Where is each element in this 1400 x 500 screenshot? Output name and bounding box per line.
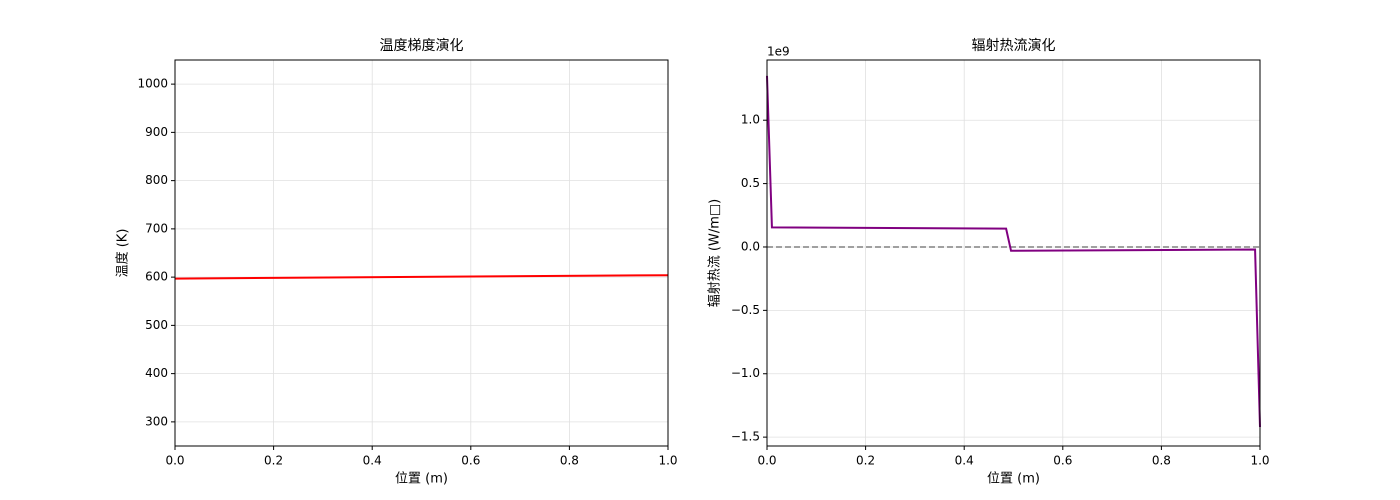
x-tick-label: 0.4: [955, 454, 974, 468]
y-tick-label: 900: [145, 125, 168, 139]
x-axis-label: 位置 (m): [395, 472, 448, 487]
y-tick-label: 1.0: [741, 113, 760, 127]
y-tick-label: 600: [145, 270, 168, 284]
y-tick-label: 400: [145, 366, 168, 380]
x-tick-label: 0.2: [856, 454, 875, 468]
y-tick-label: 700: [145, 221, 168, 235]
x-tick-label: 0.6: [461, 454, 480, 468]
chart-title: 温度梯度演化: [380, 38, 464, 54]
y-tick-label: −0.5: [731, 303, 760, 317]
x-tick-label: 0.4: [363, 454, 382, 468]
axes-frame: [174, 59, 669, 447]
x-tick-label: 1.0: [1250, 454, 1269, 468]
y-tick-label: 0.5: [741, 176, 760, 190]
y-tick-label: 500: [145, 318, 168, 332]
y-axis-label: 温度 (K): [115, 229, 131, 278]
axes-frame: [766, 59, 1261, 447]
x-tick-label: 0.2: [264, 454, 283, 468]
x-tick-label: 0.8: [560, 454, 579, 468]
y-tick-label: −1.5: [731, 430, 760, 444]
x-axis-label: 位置 (m): [987, 472, 1040, 487]
y-tick-label: 300: [145, 414, 168, 428]
y-tick-label: −1.0: [731, 366, 760, 380]
x-tick-label: 0.6: [1053, 454, 1072, 468]
y-tick-label: 1000: [137, 77, 168, 91]
x-tick-label: 0.0: [757, 454, 776, 468]
x-tick-label: 0.0: [165, 454, 184, 468]
axis-offset-label: 1e9: [767, 45, 790, 59]
x-tick-label: 1.0: [658, 454, 677, 468]
data-line: [766, 75, 1261, 428]
y-axis-label: 辐射热流 (W/m□): [707, 199, 723, 307]
x-tick-label: 0.8: [1152, 454, 1171, 468]
chart-title: 辐射热流演化: [972, 38, 1056, 54]
y-tick-label: 0.0: [741, 239, 760, 253]
data-line: [174, 274, 669, 280]
y-tick-label: 800: [145, 173, 168, 187]
